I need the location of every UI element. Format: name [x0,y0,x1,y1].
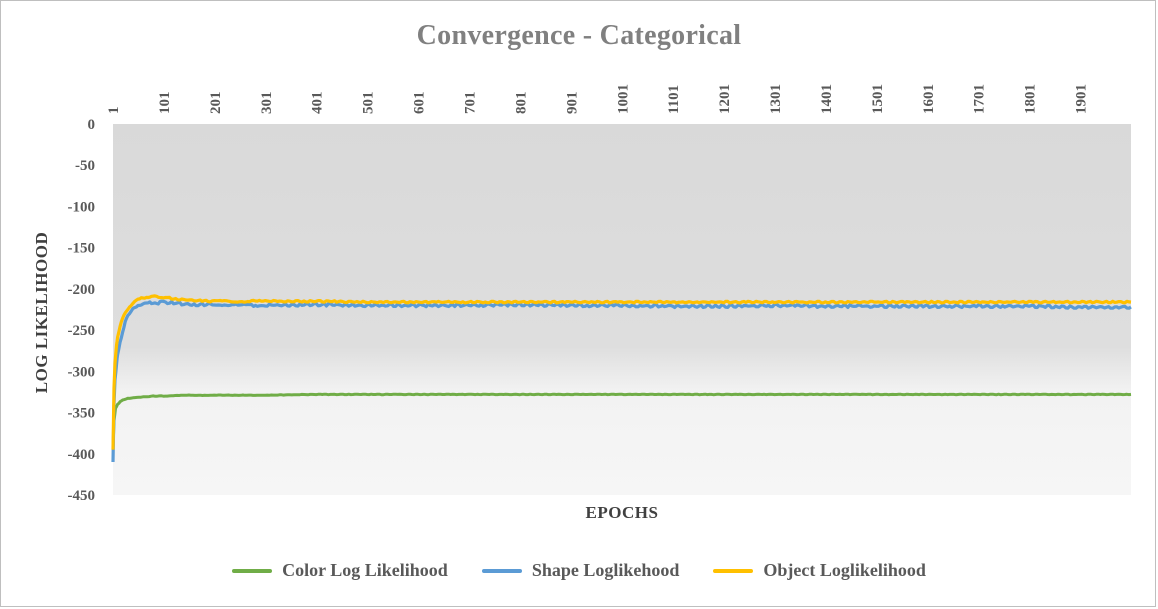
x-tick-label: 1901 [1074,84,1090,114]
series-layer [111,294,1132,463]
x-axis-ticks: 1 101 201 301 401 501 601 701 801 901 1001 1101 1201… [106,84,1090,114]
y-tick-label: -100 [68,199,96,215]
y-tick-label: -350 [68,406,96,422]
x-tick-label: 801 [513,92,529,115]
y-tick-label: 0 [88,117,96,133]
legend-swatch-shape [481,568,522,573]
y-tick-label: -200 [68,282,96,298]
x-tick-label: 401 [310,92,326,115]
legend-swatch-object [713,568,754,573]
y-axis-ticks: 0 -50 -100 -150 -200 -250 -300 -350 -400 -450 [68,117,96,504]
y-tick-label: -400 [68,447,96,463]
x-tick-label: 1801 [1023,84,1039,114]
x-tick-label: 1 [106,107,122,115]
x-tick-label: 1401 [819,84,835,114]
y-axis-title: LOG LIKELIHOOD [32,232,51,393]
plot-background [113,124,1131,495]
x-tick-label: 101 [157,92,173,115]
series-line-color [111,392,1132,450]
legend-swatch-color [232,568,273,573]
x-tick-label: 1201 [717,84,733,114]
legend-label-object: Object Loglikelihood [763,560,926,580]
x-tick-label: 1301 [768,84,784,114]
series-line-shape [111,299,1132,463]
x-tick-label: 1501 [870,84,886,114]
x-tick-label: 1601 [921,84,937,114]
y-tick-label: -300 [68,364,96,380]
legend-label-color: Color Log Likelihood [282,560,448,580]
legend-label-shape: Shape Loglikehood [531,560,680,580]
x-tick-label: 601 [412,92,428,115]
x-tick-label: 901 [564,92,580,115]
y-tick-label: -250 [68,323,96,339]
legend-item-shape: Shape Loglikehood [481,560,680,581]
x-tick-label: 1101 [666,85,682,114]
x-tick-label: 501 [361,92,377,115]
legend: Color Log Likelihood Shape Loglikehood O… [0,560,1158,581]
legend-item-color: Color Log Likelihood [232,560,448,581]
x-tick-label: 201 [208,92,224,115]
legend-item-object: Object Loglikelihood [713,560,926,581]
y-tick-label: -50 [75,158,95,174]
x-tick-label: 1701 [972,84,988,114]
y-tick-label: -450 [68,488,96,504]
y-tick-label: -150 [68,241,96,257]
x-tick-label: 701 [462,92,478,115]
series-line-object [111,294,1132,450]
x-tick-label: 1001 [615,84,631,114]
x-axis-title: EPOCHS [586,503,659,522]
chart-title: Convergence - Categorical [416,20,742,51]
x-tick-label: 301 [259,92,275,115]
